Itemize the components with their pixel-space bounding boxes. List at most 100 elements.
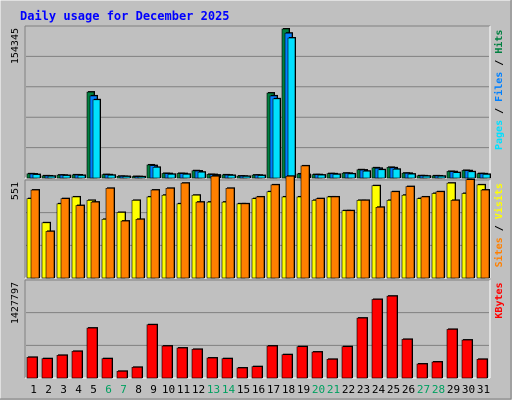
bar-hits-pages-28 <box>437 175 446 179</box>
x-tick-label-16: 16 <box>252 383 265 396</box>
bar-kbytes-kbytes-1 <box>26 356 38 379</box>
panel-kbytes: 1427797 KBytes <box>10 279 505 379</box>
bar-hits-pages-27 <box>422 175 431 179</box>
bar-visits-sites-19 <box>300 164 310 279</box>
y-max-label-hits: 154345 <box>10 28 21 64</box>
legend-entry: Hits <box>493 30 505 54</box>
bar-visits-sites-5 <box>90 201 100 279</box>
bar-kbytes-kbytes-21 <box>326 358 338 379</box>
bar-hits-pages-16 <box>257 174 266 179</box>
bar-hits-pages-1 <box>32 173 41 179</box>
bar-hits-pages-17 <box>272 97 281 179</box>
x-tick-label-28: 28 <box>432 383 445 396</box>
x-tick-label-10: 10 <box>162 383 175 396</box>
bar-visits-sites-8 <box>135 218 145 279</box>
bar-visits-sites-1 <box>30 189 40 279</box>
side-legend-kbytes: KBytes <box>494 282 505 318</box>
bar-hits-pages-21 <box>332 173 341 179</box>
bar-hits-pages-25 <box>392 168 401 179</box>
bar-kbytes-kbytes-26 <box>401 338 413 379</box>
bar-kbytes-kbytes-25 <box>386 295 398 379</box>
bar-visits-sites-13 <box>210 175 220 279</box>
x-tick-label-6: 6 <box>105 383 112 396</box>
bar-visits-sites-17 <box>270 183 280 279</box>
bar-hits-pages-6 <box>107 174 116 179</box>
x-tick-label-23: 23 <box>357 383 370 396</box>
x-tick-label-13: 13 <box>207 383 220 396</box>
bar-kbytes-kbytes-16 <box>251 365 263 379</box>
x-tick-label-18: 18 <box>282 383 295 396</box>
side-legend-hits: Pages / Files / Hits <box>493 30 505 150</box>
bar-kbytes-kbytes-10 <box>161 345 173 379</box>
bar-kbytes-kbytes-17 <box>266 345 278 379</box>
x-tick-label-24: 24 <box>372 383 386 396</box>
legend-entry: Sites <box>493 237 505 267</box>
bar-visits-sites-22 <box>345 209 355 279</box>
bar-kbytes-kbytes-24 <box>371 298 383 379</box>
bar-kbytes-kbytes-15 <box>236 367 248 379</box>
bar-hits-pages-23 <box>362 170 371 179</box>
bar-visits-sites-2 <box>45 230 55 279</box>
bar-hits-pages-9 <box>152 166 161 179</box>
bar-kbytes-kbytes-2 <box>41 357 53 379</box>
bar-visits-sites-3 <box>60 197 70 279</box>
legend-entry: / <box>494 54 505 72</box>
bar-hits-pages-11 <box>182 173 191 179</box>
bar-visits-sites-12 <box>195 201 205 279</box>
bar-visits-sites-4 <box>75 204 85 279</box>
bar-hits-pages-3 <box>62 174 71 179</box>
bar-visits-sites-26 <box>405 185 415 279</box>
bar-visits-sites-14 <box>225 187 235 279</box>
bar-visits-sites-23 <box>360 199 370 279</box>
bar-hits-pages-29 <box>452 171 461 179</box>
legend-entry: / <box>494 219 505 237</box>
bar-visits-sites-6 <box>105 187 115 279</box>
x-tick-label-7: 7 <box>120 383 127 396</box>
bar-kbytes-kbytes-18 <box>281 353 293 379</box>
bar-visits-sites-21 <box>330 195 340 279</box>
bar-visits-sites-9 <box>150 189 160 279</box>
y-max-label-visits: 551 <box>10 182 21 200</box>
bar-hits-pages-7 <box>122 175 131 179</box>
x-tick-label-4: 4 <box>75 383 82 396</box>
bar-kbytes-kbytes-11 <box>176 347 188 379</box>
bar-kbytes-kbytes-8 <box>131 366 143 379</box>
bar-kbytes-kbytes-23 <box>356 317 368 379</box>
plot-area-hits <box>25 26 490 178</box>
bar-kbytes-kbytes-31 <box>476 358 488 379</box>
bar-kbytes-kbytes-14 <box>221 357 233 379</box>
bar-visits-sites-25 <box>390 190 400 279</box>
bar-kbytes-kbytes-5 <box>86 327 98 379</box>
bar-hits-pages-18 <box>287 37 296 179</box>
bar-hits-pages-22 <box>347 172 356 179</box>
bar-hits-pages-20 <box>317 174 326 179</box>
bar-visits-sites-15 <box>240 202 250 279</box>
bar-hits-pages-12 <box>197 171 206 179</box>
legend-entry: Visits <box>493 183 505 219</box>
bar-kbytes-kbytes-3 <box>56 354 68 379</box>
x-tick-label-9: 9 <box>150 383 157 396</box>
bar-visits-sites-7 <box>120 220 130 279</box>
x-tick-label-15: 15 <box>237 383 250 396</box>
bar-kbytes-kbytes-19 <box>296 345 308 379</box>
x-tick-label-22: 22 <box>342 383 355 396</box>
bar-visits-sites-10 <box>165 187 175 279</box>
bar-visits-sites-20 <box>315 197 325 279</box>
bar-kbytes-kbytes-4 <box>71 350 83 379</box>
x-tick-label-31: 31 <box>477 383 490 396</box>
x-tick-label-1: 1 <box>30 383 37 396</box>
bar-hits-pages-24 <box>377 168 386 179</box>
bar-hits-pages-15 <box>242 175 251 179</box>
x-tick-label-5: 5 <box>90 383 97 396</box>
x-tick-label-26: 26 <box>402 383 415 396</box>
x-tick-label-20: 20 <box>312 383 325 396</box>
y-max-label-kbytes: 1427797 <box>10 282 21 324</box>
x-axis-labels: 1 2 3 4 5 6 7 8 9 10 11 12 13 14 15 16 17 18 19 20 21 22 23 24 2… <box>30 383 490 396</box>
bar-hits-pages-31 <box>482 173 491 179</box>
legend-entry: / <box>494 102 505 120</box>
bar-visits-sites-16 <box>255 195 265 279</box>
legend-entry: Pages <box>494 120 505 150</box>
bar-kbytes-kbytes-7 <box>116 370 128 379</box>
panel-hits: 154345 Pages / Files / Hits <box>10 25 505 179</box>
